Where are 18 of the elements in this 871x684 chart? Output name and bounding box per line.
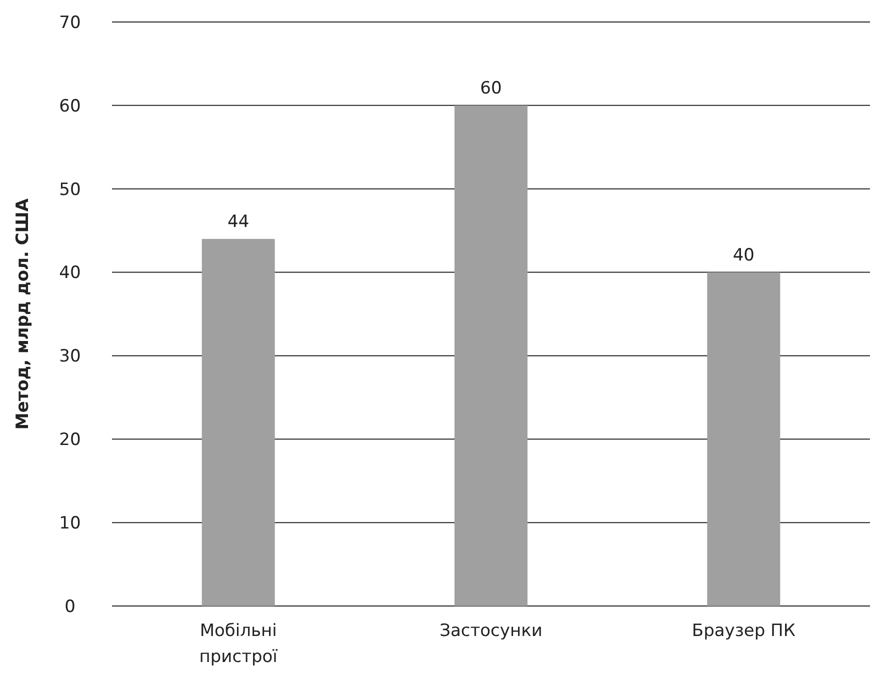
- bar: [454, 105, 528, 606]
- bar: [202, 238, 275, 606]
- x-tick-label: Застосунки: [440, 621, 542, 641]
- y-tick-label: 50: [59, 180, 81, 200]
- y-tick-label: 30: [59, 346, 81, 367]
- y-tick-label: 60: [59, 96, 81, 116]
- y-tick-label: 0: [64, 596, 76, 617]
- data-label: 44: [228, 212, 250, 232]
- y-tick-label: 70: [59, 12, 81, 33]
- y-tick-label: 20: [59, 430, 81, 450]
- y-tick-label: 40: [59, 263, 81, 284]
- data-label: 60: [480, 78, 502, 98]
- y-tick-label: 10: [59, 514, 81, 534]
- bar: [707, 272, 780, 606]
- y-axis-title: Метод, млрд дол. США: [12, 198, 33, 430]
- x-tick-label: Мобільні пристрої: [199, 621, 278, 667]
- data-label: 40: [732, 245, 754, 266]
- x-tick-label: Браузер ПК: [692, 621, 796, 641]
